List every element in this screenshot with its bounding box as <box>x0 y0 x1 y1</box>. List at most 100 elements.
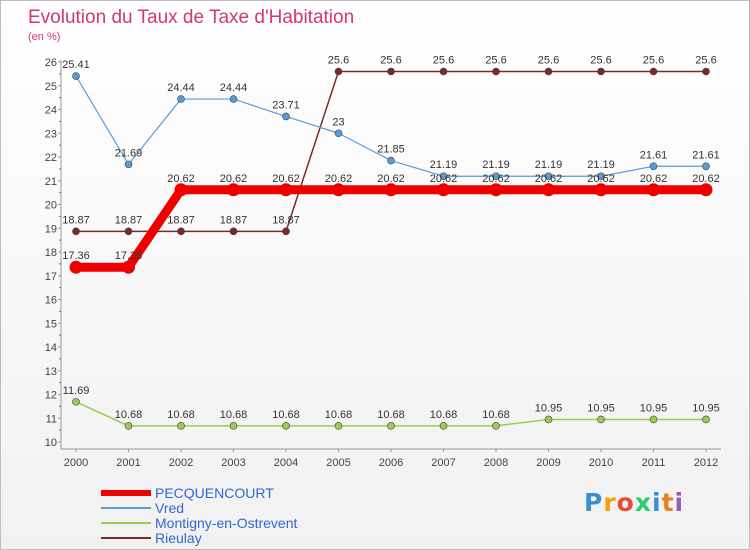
data-point-pecquencourt <box>279 183 293 197</box>
logo-letter: o <box>616 488 635 517</box>
y-tick-label: 17 <box>45 271 57 283</box>
data-label-vred: 24.44 <box>167 82 195 94</box>
data-point-montigny-en-ostrevent <box>124 422 133 430</box>
data-point-pecquencourt <box>227 183 240 197</box>
data-point-vred <box>229 95 238 103</box>
legend-swatch <box>101 490 151 496</box>
data-point-pecquencourt <box>489 183 503 197</box>
data-point-vred <box>544 172 553 181</box>
data-label-rieulay: 25.6 <box>538 55 559 67</box>
data-label-rieulay: 18.87 <box>115 214 143 226</box>
data-point-rieulay <box>387 67 395 76</box>
data-label-vred: 21.19 <box>587 159 615 171</box>
data-label-vred: 25.41 <box>62 59 90 71</box>
data-point-pecquencourt <box>69 260 83 274</box>
data-label-montigny-en-ostrevent: 10.95 <box>640 402 668 414</box>
data-label-montigny-en-ostrevent: 10.68 <box>377 409 405 421</box>
data-point-vred <box>334 129 343 138</box>
data-label-pecquencourt: 20.62 <box>167 173 195 185</box>
data-point-montigny-en-ostrevent <box>492 422 500 430</box>
y-tick-label: 18 <box>45 247 57 259</box>
data-label-montigny-en-ostrevent: 10.68 <box>430 409 458 421</box>
x-tick-label: 2012 <box>694 457 718 469</box>
data-label-montigny-en-ostrevent: 10.68 <box>167 409 195 421</box>
data-point-pecquencourt <box>647 183 660 197</box>
data-label-rieulay: 25.6 <box>485 55 506 67</box>
x-tick-label: 2008 <box>484 457 508 469</box>
data-point-vred <box>177 95 185 103</box>
data-label-montigny-en-ostrevent: 10.95 <box>587 402 615 414</box>
data-label-rieulay: 25.6 <box>433 55 454 67</box>
data-point-vred <box>282 112 290 121</box>
data-point-montigny-en-ostrevent <box>282 422 290 430</box>
y-tick-label: 24 <box>45 105 57 117</box>
data-label-vred: 21.19 <box>535 159 563 171</box>
data-label-vred: 21.61 <box>692 149 720 161</box>
data-point-montigny-en-ostrevent <box>702 415 710 424</box>
logo-letter: P <box>584 488 604 517</box>
logo-letter: t <box>661 488 675 517</box>
y-tick-label: 16 <box>45 295 57 307</box>
x-tick-label: 2001 <box>116 457 140 469</box>
data-point-montigny-en-ostrevent <box>597 415 605 424</box>
series-line-pecquencourt <box>71 185 711 272</box>
data-point-montigny-en-ostrevent <box>177 422 185 430</box>
data-label-rieulay: 25.6 <box>695 55 716 67</box>
data-point-vred <box>492 172 500 181</box>
data-label-montigny-en-ostrevent: 11.69 <box>63 385 90 397</box>
data-label-pecquencourt: 17.36 <box>115 250 143 262</box>
data-point-pecquencourt <box>594 183 608 197</box>
data-label-pecquencourt: 20.62 <box>640 173 668 185</box>
data-label-vred: 24.44 <box>220 82 248 94</box>
data-label-pecquencourt: 20.62 <box>272 173 300 185</box>
y-tick-label: 26 <box>45 57 57 69</box>
x-tick-label: 2000 <box>64 457 88 469</box>
data-point-rieulay <box>124 227 133 236</box>
data-point-rieulay <box>229 227 238 236</box>
data-point-montigny-en-ostrevent <box>439 422 448 430</box>
data-label-pecquencourt: 20.62 <box>430 173 458 185</box>
data-label-montigny-en-ostrevent: 10.68 <box>220 409 248 421</box>
data-label-vred: 21.85 <box>377 144 405 156</box>
data-point-pecquencourt <box>437 183 450 197</box>
data-label-vred: 21.69 <box>115 147 143 159</box>
y-tick-label: 20 <box>45 200 57 212</box>
data-label-pecquencourt: 20.62 <box>692 173 720 185</box>
data-point-pecquencourt <box>332 183 345 197</box>
logo-letter: x <box>634 488 652 517</box>
data-label-pecquencourt: 17.36 <box>62 250 90 262</box>
data-point-vred <box>702 162 710 171</box>
data-point-rieulay <box>702 67 710 76</box>
data-label-montigny-en-ostrevent: 10.68 <box>482 409 510 421</box>
data-point-rieulay <box>177 227 185 236</box>
data-label-rieulay: 25.6 <box>380 55 401 67</box>
data-label-pecquencourt: 20.62 <box>587 173 615 185</box>
data-label-rieulay: 18.87 <box>62 214 90 226</box>
data-point-rieulay <box>72 227 80 236</box>
x-tick-label: 2005 <box>326 457 350 469</box>
x-tick-label: 2004 <box>274 457 298 469</box>
data-point-pecquencourt <box>122 260 135 274</box>
logo-letter: r <box>603 488 617 517</box>
legend-label: Montigny-en-Ostrevent <box>155 515 298 531</box>
legend-swatch <box>101 537 151 539</box>
data-point-pecquencourt <box>542 183 555 197</box>
data-label-montigny-en-ostrevent: 10.68 <box>115 409 143 421</box>
data-point-pecquencourt <box>174 183 188 197</box>
data-label-pecquencourt: 20.62 <box>482 173 510 185</box>
data-label-rieulay: 18.87 <box>272 214 300 226</box>
data-point-vred <box>387 156 395 165</box>
data-label-pecquencourt: 20.62 <box>535 173 563 185</box>
data-point-rieulay <box>597 67 605 76</box>
data-point-montigny-en-ostrevent <box>649 415 658 424</box>
data-label-rieulay: 25.6 <box>590 55 611 67</box>
data-label-montigny-en-ostrevent: 10.95 <box>535 402 563 414</box>
data-point-rieulay <box>649 67 658 76</box>
y-tick-label: 14 <box>45 342 57 354</box>
y-tick-label: 23 <box>45 128 57 140</box>
data-label-rieulay: 18.87 <box>167 214 195 226</box>
data-point-rieulay <box>544 67 553 76</box>
data-point-montigny-en-ostrevent <box>229 422 238 430</box>
data-point-montigny-en-ostrevent <box>387 422 395 430</box>
